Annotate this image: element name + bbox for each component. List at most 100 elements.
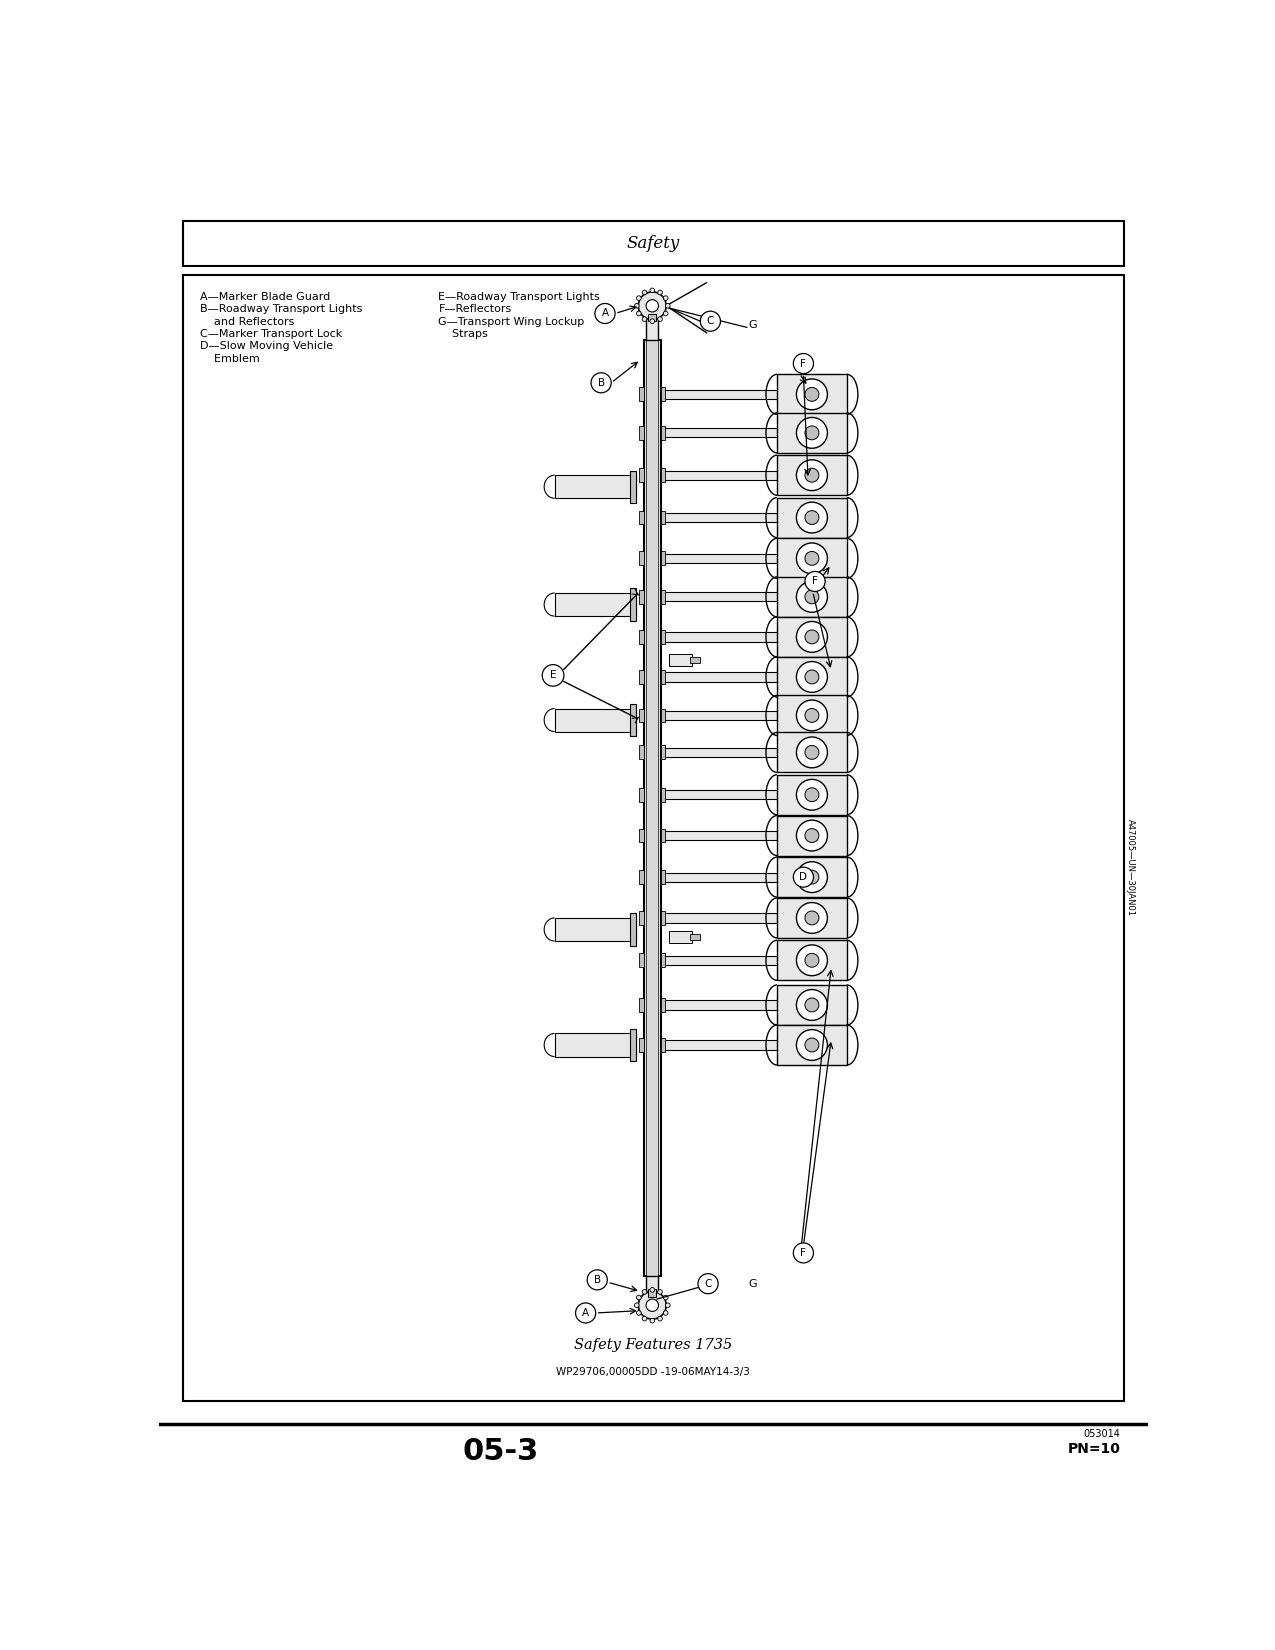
Bar bbox=[639, 630, 644, 644]
Circle shape bbox=[658, 290, 662, 295]
Bar bbox=[660, 787, 666, 802]
Bar bbox=[630, 470, 636, 503]
Circle shape bbox=[805, 670, 819, 683]
Bar bbox=[555, 708, 636, 731]
Bar bbox=[776, 375, 847, 414]
Bar bbox=[660, 832, 776, 840]
Bar bbox=[660, 711, 776, 719]
Circle shape bbox=[797, 1030, 827, 1061]
Bar bbox=[555, 1033, 636, 1056]
Circle shape bbox=[805, 998, 819, 1011]
Circle shape bbox=[658, 1317, 662, 1322]
Bar bbox=[660, 914, 776, 922]
Bar bbox=[776, 898, 847, 937]
Bar bbox=[660, 510, 666, 525]
Bar bbox=[639, 746, 644, 759]
Bar bbox=[660, 1041, 776, 1049]
Circle shape bbox=[700, 312, 720, 332]
Text: B: B bbox=[598, 378, 604, 388]
Bar bbox=[660, 388, 666, 401]
Text: G—Transport Wing Lockup: G—Transport Wing Lockup bbox=[439, 317, 585, 327]
Circle shape bbox=[797, 417, 827, 449]
Circle shape bbox=[797, 903, 827, 934]
Circle shape bbox=[643, 1290, 646, 1294]
Circle shape bbox=[797, 460, 827, 490]
Circle shape bbox=[635, 304, 639, 309]
Bar bbox=[639, 670, 644, 683]
Text: Emblem: Emblem bbox=[200, 353, 259, 363]
Circle shape bbox=[643, 1317, 646, 1322]
Bar bbox=[639, 426, 644, 441]
Circle shape bbox=[646, 1299, 658, 1312]
Circle shape bbox=[793, 353, 813, 373]
Bar bbox=[660, 955, 776, 965]
Bar bbox=[660, 873, 776, 881]
Bar bbox=[639, 591, 644, 604]
Bar bbox=[776, 578, 847, 617]
Bar bbox=[639, 954, 644, 967]
Bar bbox=[639, 998, 644, 1011]
Bar bbox=[776, 940, 847, 980]
Circle shape bbox=[575, 1304, 595, 1323]
Bar bbox=[639, 469, 644, 482]
Bar bbox=[660, 670, 666, 683]
Circle shape bbox=[793, 1242, 813, 1262]
Bar bbox=[660, 746, 666, 759]
Bar bbox=[649, 314, 657, 322]
Bar bbox=[646, 314, 658, 340]
Bar bbox=[660, 630, 666, 644]
Text: D—Slow Moving Vehicle: D—Slow Moving Vehicle bbox=[200, 342, 333, 351]
Circle shape bbox=[643, 317, 646, 322]
Circle shape bbox=[797, 502, 827, 533]
Text: F—Reflectors: F—Reflectors bbox=[439, 304, 511, 314]
Circle shape bbox=[805, 591, 819, 604]
Bar bbox=[660, 708, 666, 723]
Text: F: F bbox=[812, 576, 819, 586]
Circle shape bbox=[797, 779, 827, 810]
Circle shape bbox=[797, 581, 827, 612]
Circle shape bbox=[650, 318, 654, 323]
Text: A: A bbox=[583, 1308, 589, 1318]
Bar bbox=[646, 1275, 658, 1299]
Circle shape bbox=[663, 1310, 668, 1315]
Circle shape bbox=[797, 990, 827, 1020]
Text: E—Roadway Transport Lights: E—Roadway Transport Lights bbox=[439, 292, 601, 302]
Bar bbox=[776, 538, 847, 579]
Bar bbox=[639, 1038, 644, 1053]
Circle shape bbox=[805, 551, 819, 566]
Circle shape bbox=[542, 665, 564, 686]
Bar bbox=[660, 513, 776, 521]
Bar bbox=[668, 653, 692, 667]
Text: PN=10: PN=10 bbox=[1067, 1442, 1121, 1457]
Circle shape bbox=[793, 868, 813, 888]
Bar bbox=[776, 776, 847, 815]
Bar bbox=[776, 815, 847, 856]
Bar bbox=[660, 954, 666, 967]
Text: 053014: 053014 bbox=[1084, 1429, 1121, 1439]
Circle shape bbox=[663, 1295, 668, 1300]
Bar bbox=[660, 632, 776, 642]
Circle shape bbox=[797, 945, 827, 975]
Bar bbox=[182, 276, 1125, 1401]
Text: Straps: Straps bbox=[439, 328, 488, 338]
Circle shape bbox=[805, 787, 819, 802]
Bar bbox=[555, 917, 636, 940]
Bar bbox=[660, 998, 666, 1011]
Text: F: F bbox=[801, 358, 806, 368]
Text: C: C bbox=[704, 1279, 711, 1289]
Bar bbox=[776, 412, 847, 452]
Text: A: A bbox=[602, 309, 608, 318]
Text: C—Marker Transport Lock: C—Marker Transport Lock bbox=[200, 328, 342, 338]
Text: F: F bbox=[801, 1247, 806, 1257]
Text: E: E bbox=[550, 670, 556, 680]
Circle shape bbox=[805, 911, 819, 926]
Circle shape bbox=[636, 1295, 641, 1300]
Bar bbox=[668, 931, 692, 944]
Bar bbox=[630, 914, 636, 945]
Circle shape bbox=[797, 543, 827, 574]
Circle shape bbox=[805, 469, 819, 482]
Circle shape bbox=[797, 861, 827, 893]
Bar bbox=[660, 911, 666, 926]
Circle shape bbox=[595, 304, 615, 323]
Bar bbox=[639, 828, 644, 843]
